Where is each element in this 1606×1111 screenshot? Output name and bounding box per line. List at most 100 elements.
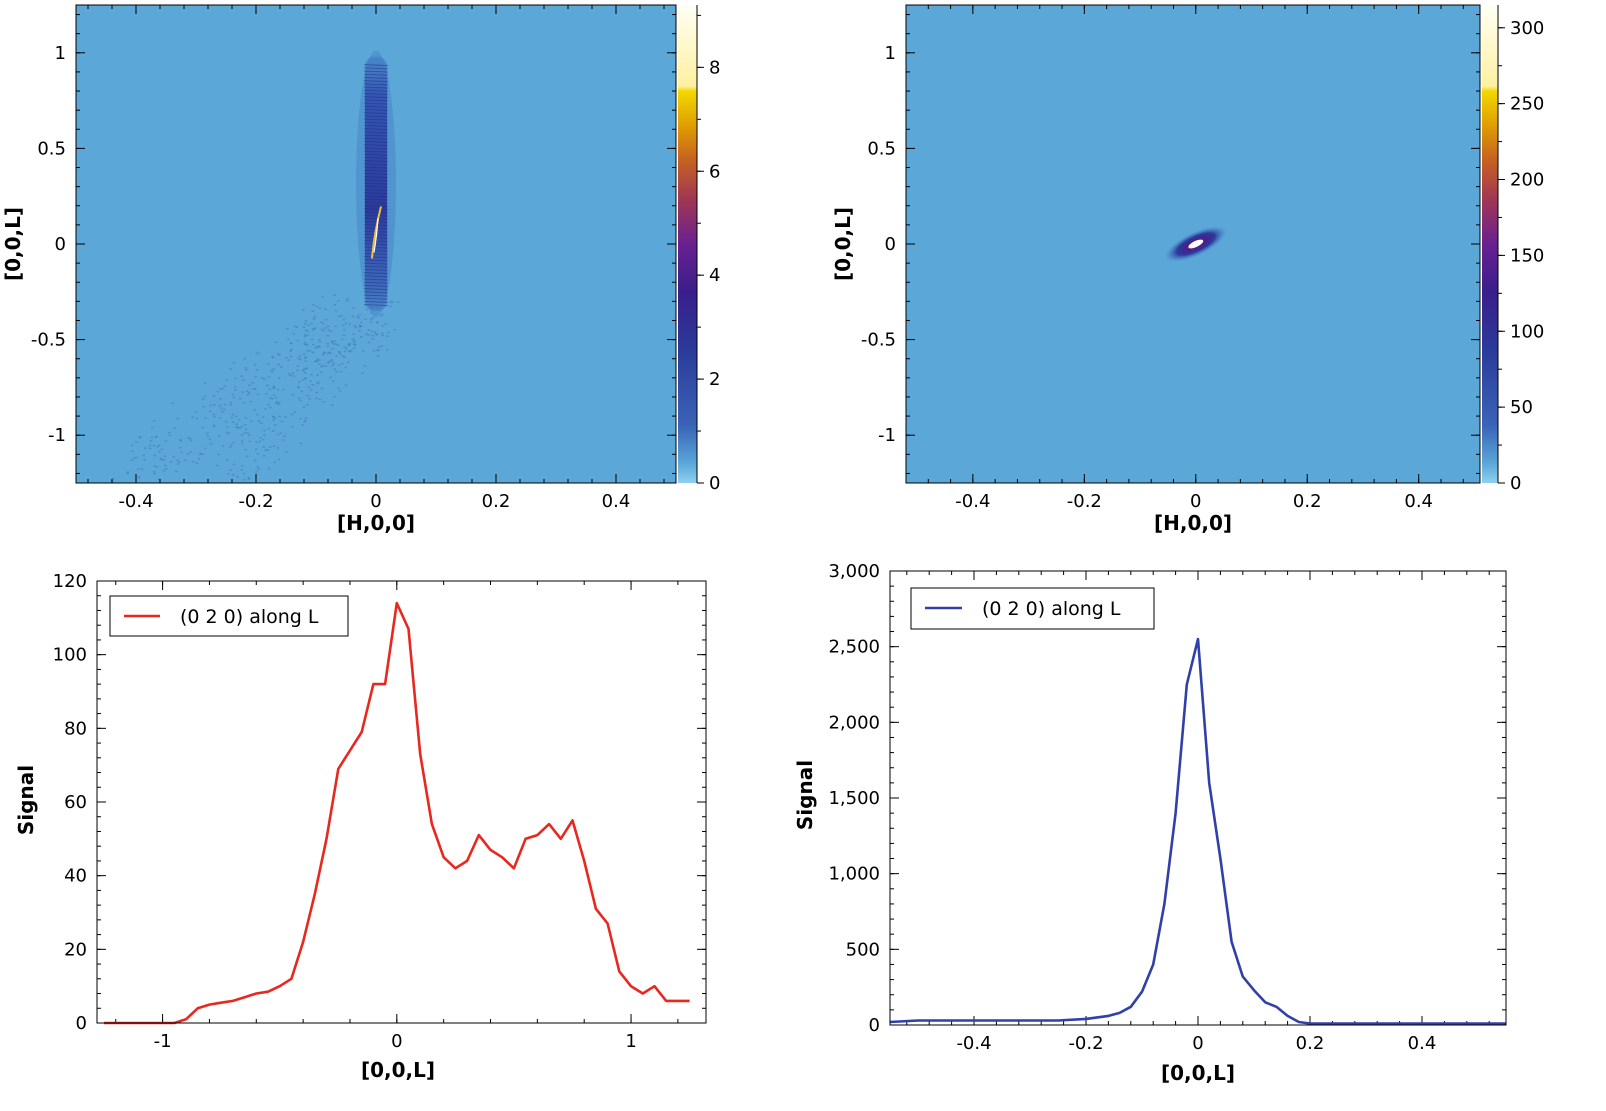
diffuse-speckle — [334, 343, 337, 345]
diffuse-speckle — [269, 397, 272, 399]
diffuse-speckle — [315, 345, 318, 348]
diffuse-speckle — [278, 401, 281, 404]
streak-fringe — [363, 304, 389, 307]
diffuse-speckle — [255, 368, 259, 371]
diffuse-speckle — [303, 372, 307, 374]
diffuse-speckle — [201, 398, 205, 401]
series-line — [104, 601, 690, 1025]
diffuse-speckle — [241, 442, 244, 445]
diffuse-speckle — [243, 423, 247, 426]
diffuse-speckle — [354, 343, 357, 346]
diffuse-speckle — [169, 461, 173, 463]
diffuse-speckle — [332, 395, 336, 398]
diffuse-speckle — [320, 328, 323, 331]
diffuse-speckle — [223, 403, 227, 406]
streak-fringe — [363, 243, 389, 246]
diffuse-speckle — [255, 441, 258, 443]
y-axis-label: [0,0,L] — [831, 207, 855, 281]
diffuse-speckle — [330, 359, 333, 361]
diffuse-speckle — [274, 341, 278, 343]
streak-fringe — [363, 131, 389, 134]
diffuse-speckle — [232, 463, 236, 466]
diffuse-speckle — [347, 344, 351, 347]
diffuse-speckle — [381, 313, 384, 316]
diffuse-speckle — [342, 334, 346, 336]
diffuse-speckle — [156, 446, 159, 448]
diffuse-speckle — [263, 378, 266, 380]
diffuse-speckle — [267, 403, 270, 406]
diffuse-speckle — [192, 460, 195, 463]
diffuse-speckle — [376, 321, 379, 323]
heatmap-ticks: -0.4 -0.2 0 0.2 0.4 -1 -0.5 0 0.5 1 — [31, 5, 676, 512]
diffuse-speckle — [257, 352, 260, 355]
diffuse-speckle — [321, 364, 325, 367]
diffuse-speckle — [256, 393, 260, 396]
colorbar — [1482, 5, 1498, 483]
diffuse-speckle — [324, 308, 327, 310]
diffuse-speckle — [282, 439, 285, 441]
diffuse-speckle — [319, 371, 323, 374]
diffuse-speckle — [369, 321, 373, 323]
diffuse-speckle — [253, 409, 257, 411]
streak-fringe — [363, 208, 389, 211]
diffuse-speckle — [373, 331, 377, 333]
diffuse-speckle — [372, 350, 376, 352]
diffuse-speckle — [320, 387, 324, 390]
colorbar-ticks: 0 2 4 6 8 — [697, 14, 720, 494]
streak-fringe — [363, 70, 389, 73]
diffuse-speckle — [255, 471, 258, 473]
diffuse-speckle — [334, 325, 337, 328]
diffuse-speckle — [267, 467, 271, 470]
diffuse-speckle — [345, 348, 348, 350]
diffuse-speckle — [274, 397, 278, 399]
diffuse-speckle — [299, 358, 302, 361]
diffuse-speckle — [331, 348, 334, 350]
diffuse-speckle — [225, 431, 228, 433]
diffuse-speckle — [302, 353, 306, 355]
diffuse-speckle — [353, 347, 356, 350]
diffuse-speckle — [336, 344, 340, 346]
diffuse-speckle — [206, 432, 209, 434]
diffuse-speckle — [292, 375, 296, 377]
streak-fringe — [363, 153, 389, 156]
diffuse-speckle — [186, 453, 190, 455]
diffuse-speckle — [321, 295, 324, 298]
diffuse-speckle — [262, 446, 265, 448]
heatmap-panel-left: -0.4 -0.2 0 0.2 0.4 -1 -0.5 0 0.5 1 0 2 4 6 8 [H,0,0]… — [1, 4, 720, 535]
streak-fringe — [363, 297, 389, 300]
diffuse-speckle — [301, 379, 305, 381]
diffuse-speckle — [234, 415, 238, 418]
diffuse-speckle — [307, 324, 310, 326]
diffuse-speckle — [238, 427, 241, 429]
series-line — [889, 637, 1506, 1025]
diffuse-speckle — [298, 381, 301, 383]
diffuse-speckle — [315, 305, 319, 308]
diffuse-speckle — [231, 474, 235, 476]
diffuse-speckle — [137, 475, 141, 478]
heatmap-features — [110, 50, 400, 482]
x-tick-label: 0 — [1190, 491, 1201, 512]
diffuse-speckle — [370, 330, 374, 333]
diffuse-speckle — [324, 365, 328, 368]
diffuse-speckle — [338, 351, 341, 353]
diffuse-speckle — [333, 368, 337, 370]
diffuse-speckle — [266, 449, 269, 451]
diffuse-speckle — [189, 451, 193, 453]
diffuse-speckle — [296, 339, 299, 342]
diffuse-speckle — [319, 321, 323, 323]
diffuse-speckle — [352, 343, 356, 346]
x-tick-label: -0.2 — [1067, 491, 1102, 512]
streak-fringe — [363, 291, 389, 294]
diffuse-speckle — [280, 366, 283, 368]
diffuse-speckle — [203, 382, 207, 385]
diffuse-speckle — [384, 323, 387, 325]
diffuse-speckle — [332, 343, 335, 345]
streak-fringe — [363, 214, 389, 217]
diffuse-speckle — [318, 341, 322, 343]
diffuse-speckle — [231, 393, 234, 396]
diffuse-speckle — [248, 384, 251, 387]
streak-fringe — [363, 169, 389, 172]
diffuse-speckle — [212, 395, 216, 397]
diffuse-speckle — [391, 301, 394, 304]
streak-fringe — [363, 201, 389, 204]
